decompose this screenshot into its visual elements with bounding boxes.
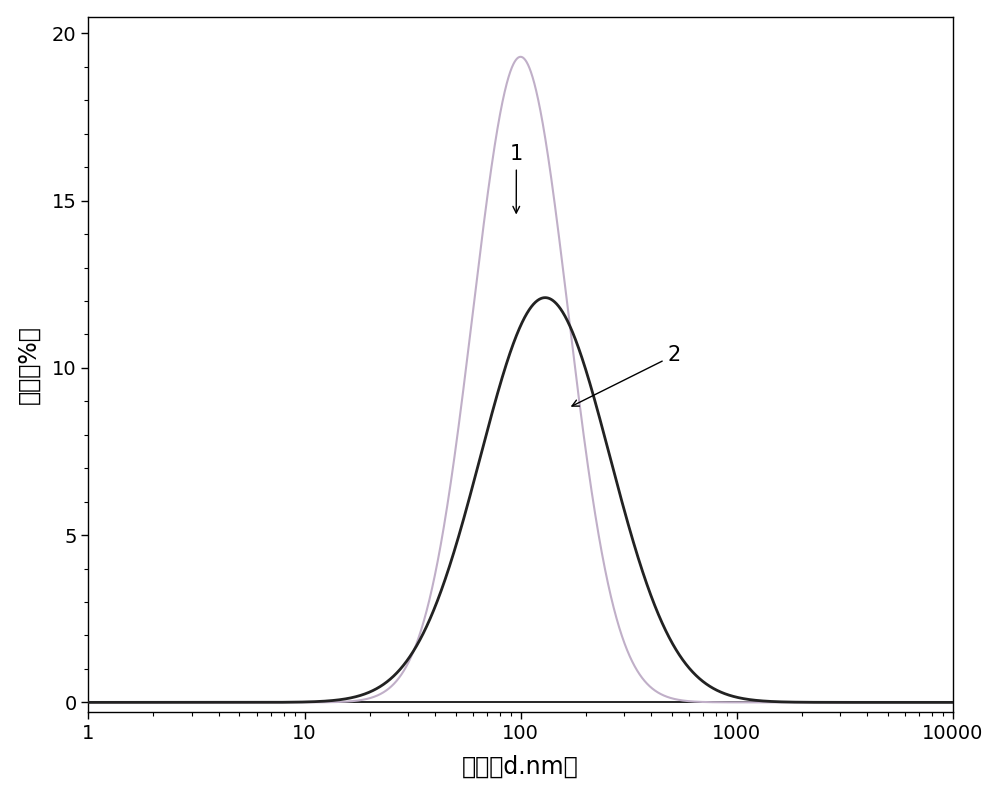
Y-axis label: 强度（%）: 强度（%） (17, 325, 41, 404)
Text: 2: 2 (572, 345, 681, 406)
Text: 1: 1 (510, 145, 523, 213)
X-axis label: 粒径（d.nm）: 粒径（d.nm） (462, 754, 579, 778)
